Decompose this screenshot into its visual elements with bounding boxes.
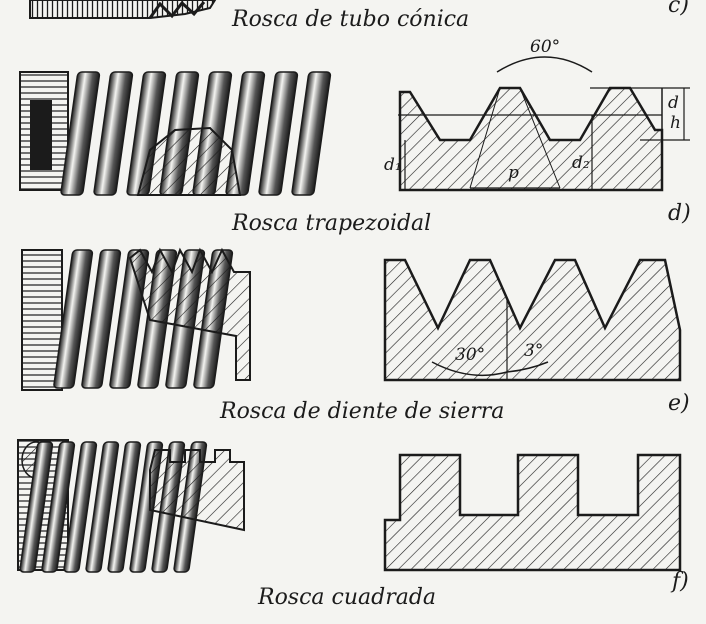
label-figure-f: f) bbox=[670, 569, 689, 594]
square-profile bbox=[383, 453, 682, 572]
caption-square-thread: Rosca cuadrada bbox=[257, 585, 436, 610]
thread-ridge bbox=[53, 249, 94, 389]
buttress-section-cut bbox=[128, 247, 251, 381]
label-figure-d: d) bbox=[668, 201, 691, 226]
angle-60-label: 60° bbox=[530, 37, 560, 57]
thread-ridge bbox=[60, 71, 101, 196]
thread-ridge bbox=[81, 249, 122, 389]
trapezoidal-screw-drawing bbox=[19, 71, 332, 196]
caption-conical-pipe-thread: Rosca de tubo cónica bbox=[231, 7, 469, 32]
trapezoidal-section-cut bbox=[136, 126, 242, 196]
dimension-d-label: d bbox=[668, 93, 679, 113]
square-section-cut bbox=[149, 449, 245, 532]
thread-ridge bbox=[19, 441, 54, 573]
thread-ridge bbox=[291, 71, 332, 196]
dimension-d1-label: d₁ bbox=[384, 155, 402, 175]
figure-d-trapezoidal-thread: 60° d h d₁ d₂ p Rosca trapezoidal d) bbox=[19, 37, 691, 236]
buttress-screw-drawing bbox=[21, 247, 251, 391]
pitch-p-label: p bbox=[508, 163, 519, 183]
thread-ridge bbox=[107, 441, 142, 573]
label-figure-c: c) bbox=[668, 0, 689, 18]
thread-ridge bbox=[93, 71, 134, 196]
angle-3-label: 3° bbox=[524, 341, 543, 361]
trapezoidal-profile-section bbox=[398, 86, 664, 192]
figure-e-buttress-thread: 30° 3° Rosca de diente de sierra e) bbox=[21, 247, 690, 424]
trapezoidal-profile: 60° d h d₁ d₂ p bbox=[384, 37, 690, 192]
figure-f-square-thread: Rosca cuadrada f) bbox=[17, 439, 689, 610]
thread-ridge bbox=[63, 441, 98, 573]
angle-30-label: 30° bbox=[455, 345, 485, 365]
square-screw-drawing bbox=[17, 439, 245, 573]
buttress-profile-section bbox=[383, 258, 682, 382]
buttress-profile: 30° 3° bbox=[383, 258, 682, 382]
caption-trapezoidal-thread: Rosca trapezoidal bbox=[231, 211, 431, 236]
dimension-h-label: h bbox=[670, 113, 681, 133]
thread-ridge bbox=[41, 441, 76, 573]
figure-c-conical-pipe-thread: Rosca de tubo cónica c) bbox=[29, 0, 689, 32]
thread-ridge bbox=[258, 71, 299, 196]
dimension-d2-label: d₂ bbox=[572, 153, 590, 173]
thread-ridge bbox=[85, 441, 120, 573]
square-profile-section bbox=[383, 453, 682, 572]
label-figure-e: e) bbox=[668, 391, 690, 416]
caption-buttress-thread: Rosca de diente de sierra bbox=[219, 399, 504, 424]
